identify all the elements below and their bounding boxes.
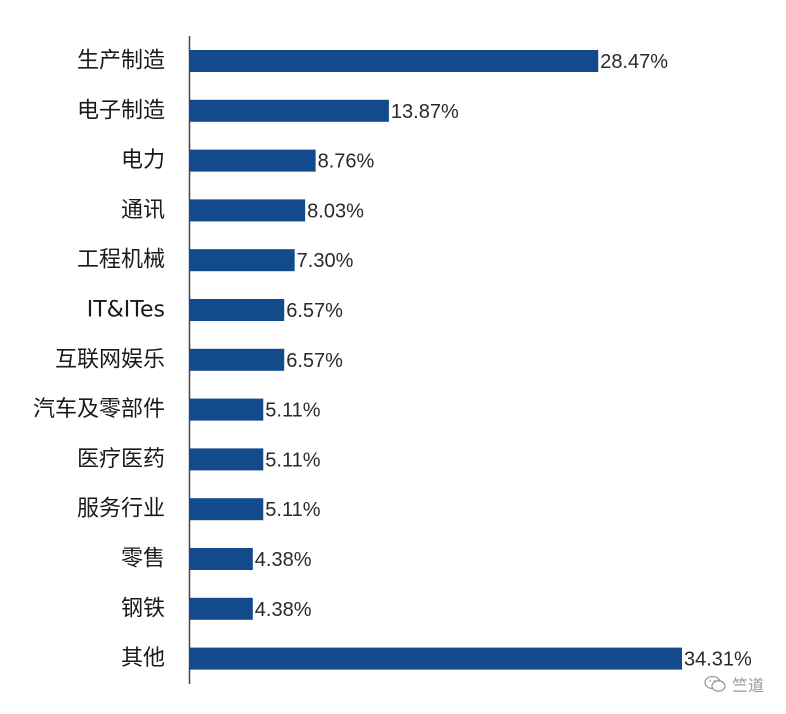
value-label: 8.76%: [318, 151, 375, 173]
bar: [190, 597, 253, 620]
category-label: 钢铁: [121, 596, 165, 621]
category-label: 电力: [121, 148, 165, 173]
category-label: 通讯: [121, 198, 165, 223]
value-label: 28.47%: [600, 51, 668, 73]
wechat-icon: [704, 675, 726, 692]
value-label: 6.57%: [286, 350, 343, 372]
category-label: 其他: [121, 646, 165, 671]
category-label: 零售: [121, 547, 165, 572]
value-label: 4.38%: [255, 599, 312, 621]
value-label: 5.11%: [265, 400, 320, 422]
value-label: 4.38%: [255, 549, 312, 571]
value-label: 5.11%: [265, 449, 320, 471]
bar: [190, 50, 599, 72]
bar: [190, 149, 316, 172]
value-label: 34.31%: [684, 649, 752, 671]
category-label: 汽车及零部件: [33, 397, 165, 422]
bar: [190, 99, 389, 122]
value-label: 8.03%: [307, 200, 364, 222]
category-label: 医疗医药: [77, 447, 165, 472]
category-label: IT&ITes: [87, 298, 165, 323]
watermark-text: 竺道: [731, 676, 764, 695]
bar: [190, 498, 264, 521]
value-label: 5.11%: [265, 499, 320, 521]
bar: [190, 448, 264, 471]
value-label: 7.30%: [297, 250, 354, 272]
bar: [190, 398, 264, 421]
category-label: 工程机械: [77, 248, 165, 273]
bar: [190, 199, 306, 222]
bar: [190, 299, 285, 321]
bar: [190, 548, 253, 570]
value-label: 6.57%: [286, 300, 343, 322]
category-label: 电子制造: [77, 98, 165, 123]
watermark: 竺道: [704, 672, 764, 696]
category-label: 互联网娱乐: [55, 347, 165, 372]
bar: [190, 348, 285, 371]
bar: [190, 647, 682, 670]
category-label: 服务行业: [77, 497, 165, 522]
value-label: 13.87%: [391, 101, 459, 123]
category-label: 生产制造: [77, 49, 165, 74]
bar: [190, 249, 295, 272]
